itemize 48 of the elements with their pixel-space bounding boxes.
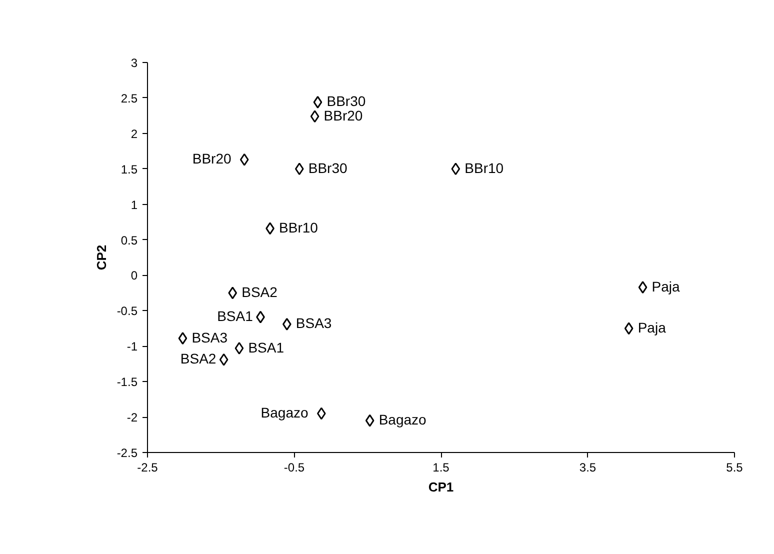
y-tick-label: -1.5 [116, 375, 138, 390]
point [310, 110, 320, 123]
annotation: Bagazo [260, 404, 308, 420]
y-tick-label: 1.5 [120, 162, 138, 176]
point [228, 286, 238, 300]
y-tick-label: -2.5 [116, 446, 138, 460]
point [219, 353, 228, 366]
point [282, 318, 292, 330]
annotation: BSA2 [242, 284, 278, 300]
x-tick-label: 3.5 [579, 460, 596, 474]
annotation: BSA3 [192, 329, 228, 346]
y-tick-label: 3 [130, 56, 138, 70]
x-tick-label: 1.5 [432, 460, 450, 474]
point [365, 414, 374, 427]
annotation: BBr30 [308, 160, 348, 176]
annotation: BBr10 [279, 219, 318, 236]
y-tick-label: -0.5 [116, 304, 138, 318]
y-tick-label: 2.5 [120, 91, 138, 106]
annotation: BSA1 [248, 339, 284, 356]
y-tick-label: -1 [126, 340, 138, 354]
x-axis-title: CP1 [428, 480, 454, 494]
annotation: Bagazo [378, 412, 427, 428]
annotation: BBr20 [324, 107, 363, 124]
annotation: Paja [652, 278, 680, 294]
annotation: Paja [638, 319, 666, 336]
annotation: BBr30 [326, 93, 366, 110]
point [313, 96, 322, 108]
annotation: BBr10 [464, 160, 504, 176]
y-tick-label: 2 [130, 126, 138, 141]
point [316, 407, 326, 420]
annotation: BSA3 [296, 315, 332, 332]
point [624, 322, 634, 335]
y-tick-label: -2 [126, 410, 138, 425]
point [294, 162, 304, 176]
point [178, 332, 188, 345]
point [240, 153, 249, 166]
annotation: BSA2 [180, 350, 216, 367]
x-tick-label: 5.5 [726, 460, 744, 474]
x-tick-label: -0.5 [284, 460, 305, 474]
point [234, 342, 244, 355]
annotation: BBr20 [192, 150, 232, 167]
point [638, 281, 648, 294]
y-tick-label: 0 [130, 268, 138, 283]
annotation: BSA1 [217, 308, 254, 324]
point [451, 162, 460, 176]
y-axis-title: CP2 [94, 244, 109, 270]
y-tick-label: 1 [130, 198, 138, 212]
y-tick-label: 0.5 [120, 233, 138, 248]
